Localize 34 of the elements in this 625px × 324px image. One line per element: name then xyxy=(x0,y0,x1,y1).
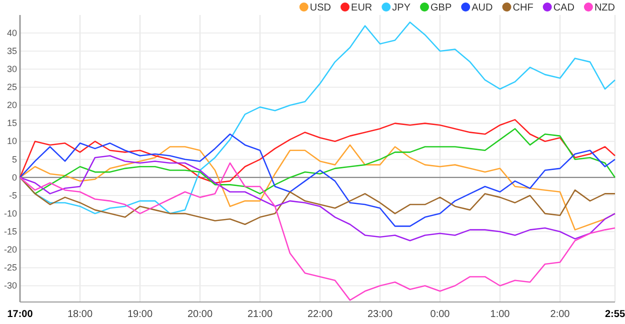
legend-label: EUR xyxy=(351,2,372,14)
x-tick-label: 18:00 xyxy=(67,309,93,320)
x-tick-label: 21:00 xyxy=(247,309,273,320)
x-tick-label: 23:00 xyxy=(367,309,393,320)
y-tick-label: -30 xyxy=(4,280,17,291)
legend-label: GBP xyxy=(430,2,452,14)
y-tick-label: 25 xyxy=(6,82,17,92)
y-tick-label: 35 xyxy=(6,46,17,56)
legend-label: JPY xyxy=(392,2,411,14)
y-tick-label: 30 xyxy=(6,64,17,74)
x-tick-label: 19:00 xyxy=(127,309,153,320)
y-tick-label: -20 xyxy=(4,244,17,255)
y-tick-label: 10 xyxy=(6,136,17,146)
x-tick-label: 2:55 xyxy=(604,309,625,320)
x-tick-label: 20:00 xyxy=(187,309,213,320)
y-tick-label: 0 xyxy=(12,172,17,182)
legend-label: AUD xyxy=(472,2,493,14)
y-tick-label: -25 xyxy=(4,262,17,273)
x-tick-label: 17:00 xyxy=(7,309,34,320)
y-tick-label: -15 xyxy=(4,226,17,236)
x-tick-label: 0:00 xyxy=(430,309,450,320)
legend-label: NZD xyxy=(594,2,615,14)
y-tick-label: 15 xyxy=(6,118,17,128)
x-tick-label: 2:00 xyxy=(550,309,570,320)
y-tick-label: -10 xyxy=(4,208,17,218)
legend-label: CAD xyxy=(553,2,574,14)
x-tick-label: 1:00 xyxy=(490,309,510,320)
y-tick-label: 20 xyxy=(6,100,17,110)
legend-label: CHF xyxy=(512,2,534,14)
legend-label: USD xyxy=(310,2,332,14)
y-tick-label: 5 xyxy=(12,154,17,164)
y-tick-label: 40 xyxy=(6,28,17,38)
x-tick-label: 22:00 xyxy=(307,309,333,320)
y-tick-label: -5 xyxy=(8,190,17,200)
